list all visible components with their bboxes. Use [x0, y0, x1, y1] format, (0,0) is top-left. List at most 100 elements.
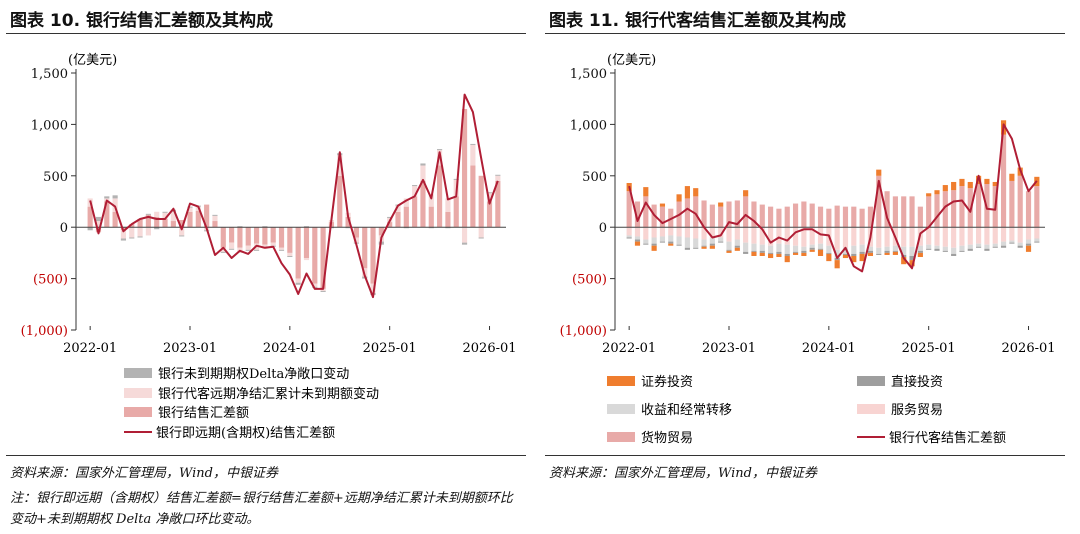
bar--: [495, 180, 501, 228]
bar--: [1017, 175, 1023, 228]
bar--delta-: [445, 227, 451, 229]
bar--: [684, 198, 690, 228]
bar--delta-: [129, 237, 135, 239]
bar--delta-: [278, 249, 285, 251]
bar--: [809, 203, 815, 228]
title-divider: [6, 33, 526, 34]
bar--: [842, 253, 849, 255]
bar--: [634, 239, 641, 242]
bar--: [909, 196, 915, 228]
x-tick-label: 2023-01: [163, 341, 217, 356]
chart-right: (亿美元)1,500 1,000 500 0 (500) (1,000) 2022-01 20…: [560, 53, 1056, 446]
bar--: [445, 211, 451, 228]
bar--: [701, 227, 707, 240]
bar--: [129, 224, 135, 228]
bar--: [776, 208, 782, 228]
bar--: [909, 260, 915, 267]
bar--: [684, 247, 690, 250]
bar--: [229, 227, 235, 243]
bar--: [959, 186, 965, 228]
bar--: [768, 206, 774, 228]
bar--: [120, 230, 127, 239]
bar--: [287, 227, 293, 253]
legend-label: 货物贸易: [641, 430, 693, 446]
bar--: [659, 227, 666, 237]
bar--: [428, 206, 434, 228]
bar--: [859, 208, 865, 228]
bar--: [926, 227, 932, 245]
y-tick-label: 1,000: [570, 118, 607, 133]
bar--delta-: [387, 216, 393, 218]
bar--: [1009, 242, 1015, 244]
bar--: [809, 247, 815, 250]
bar--delta-: [295, 282, 301, 285]
bar--delta-: [212, 214, 218, 216]
bar--delta-: [95, 216, 102, 222]
bar--: [992, 246, 998, 248]
bar--: [428, 194, 434, 207]
bar--: [917, 206, 923, 228]
y-tick-label: 500: [582, 170, 607, 185]
bar--: [495, 175, 501, 181]
bar--: [1025, 191, 1032, 228]
bar--: [437, 165, 443, 228]
bar--: [718, 227, 724, 238]
bar--: [842, 206, 849, 228]
bar--: [776, 227, 782, 244]
bar--: [320, 288, 326, 291]
bar--: [718, 206, 724, 228]
bar--: [634, 241, 641, 246]
bar--: [934, 245, 940, 249]
bar--: [817, 249, 824, 256]
bar--: [403, 198, 409, 207]
bar--: [287, 252, 293, 256]
bar--: [1017, 227, 1023, 243]
bar--: [112, 198, 118, 212]
bar--: [684, 186, 690, 199]
bar--: [693, 188, 699, 197]
x-tick-label: 2023-01: [702, 341, 756, 356]
chart-panel-left: 图表 10. 银行结售汇差额及其构成 (亿美元) 1,500 1,000 500 0 (5…: [6, 0, 536, 534]
bar--: [626, 237, 632, 239]
line-series: [628, 123, 1038, 273]
bar--: [842, 227, 849, 248]
bar--: [892, 251, 898, 255]
bar--: [768, 252, 774, 254]
bar--: [709, 227, 715, 239]
legend-swatch: [857, 376, 885, 386]
bar--: [362, 227, 368, 269]
bar--: [312, 283, 318, 287]
bar--: [942, 227, 948, 247]
bar--: [229, 242, 235, 249]
bar--: [817, 227, 824, 244]
bar--: [253, 227, 260, 244]
bar--: [295, 227, 301, 279]
bar--: [659, 236, 666, 242]
bar--: [768, 253, 774, 259]
bar--delta-: [486, 192, 493, 194]
bar--: [270, 242, 276, 246]
bar--: [643, 196, 649, 228]
bar--delta-: [104, 196, 110, 199]
bar--delta-: [112, 195, 118, 199]
bar--: [701, 200, 707, 228]
bar--: [884, 246, 890, 251]
legend-swatch: [857, 404, 885, 414]
bar--: [1025, 239, 1032, 244]
bar--: [734, 247, 740, 251]
bar--: [751, 251, 757, 256]
bar--: [461, 108, 468, 228]
source-note: 资料来源：国家外汇管理局，Wind，中银证券: [549, 466, 817, 481]
bar--: [809, 227, 815, 245]
bar--: [826, 208, 832, 228]
bar--: [337, 175, 343, 228]
legend-label: 证券投资: [641, 374, 693, 390]
bar--: [884, 191, 890, 228]
bar--: [668, 243, 674, 246]
bar--delta-: [120, 238, 127, 241]
bar--: [643, 227, 649, 240]
bar--delta-: [253, 249, 260, 251]
bar--: [1000, 134, 1007, 228]
bar--: [884, 250, 890, 253]
bar--: [809, 249, 815, 252]
